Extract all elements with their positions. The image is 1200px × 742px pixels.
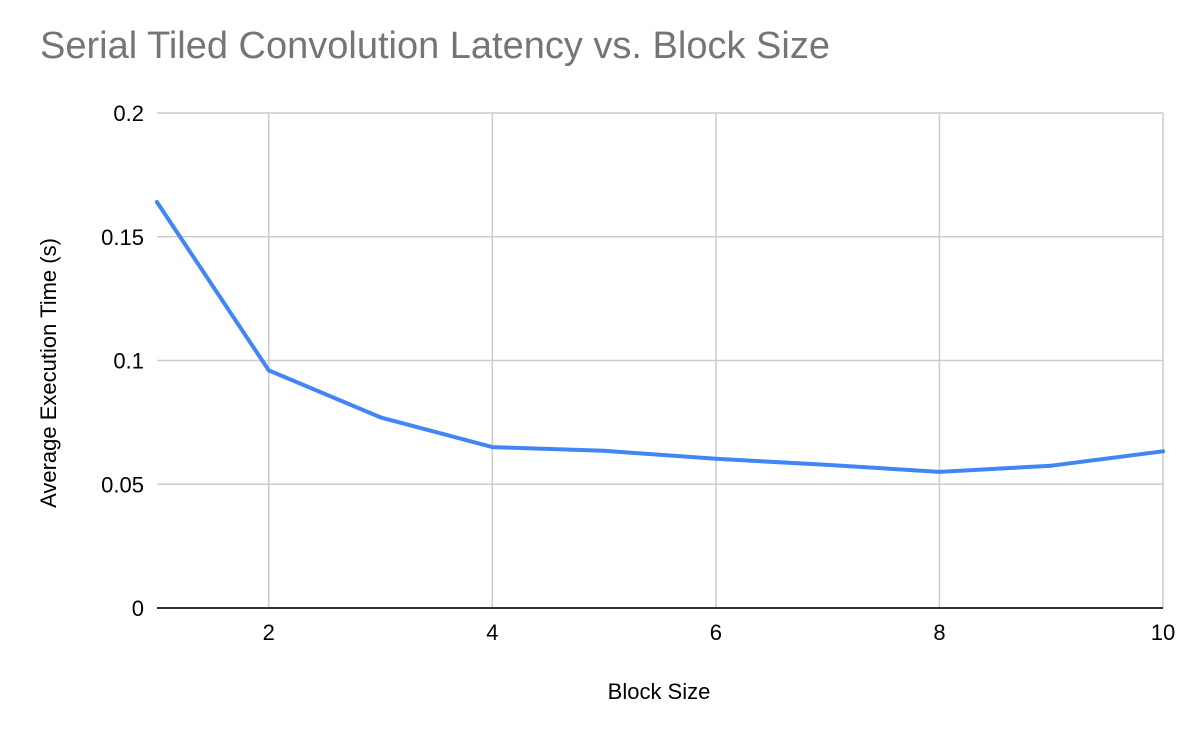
data-point [155, 200, 159, 205]
x-tick-label: 4 [486, 620, 498, 645]
gridlines [157, 112, 1164, 608]
data-point [378, 415, 383, 420]
x-tick-label: 6 [710, 620, 722, 645]
data-point [713, 456, 718, 461]
tick-labels: 0 0.05 0.1 0.15 0.2 2 4 6 8 10 [101, 101, 1175, 645]
data-point [1049, 463, 1054, 468]
series-line [155, 200, 1165, 474]
data-point [602, 448, 607, 453]
chart-title: Serial Tiled Convolution Latency vs. Blo… [40, 25, 830, 67]
x-axis-label: Block Size [608, 679, 711, 704]
data-point [825, 462, 830, 467]
y-tick-label: 0.15 [101, 225, 144, 250]
y-tick-label: 0.1 [113, 349, 144, 374]
data-point [266, 368, 271, 373]
x-tick-label: 10 [1151, 620, 1175, 645]
series-lines [155, 200, 1165, 474]
x-tick-label: 8 [933, 620, 945, 645]
y-tick-label: 0 [132, 596, 144, 621]
y-tick-label: 0.2 [113, 101, 144, 126]
data-point [937, 469, 942, 474]
y-axis-label: Average Execution Time (s) [36, 238, 61, 508]
y-tick-label: 0.05 [101, 472, 144, 497]
x-tick-label: 2 [263, 620, 275, 645]
data-point [490, 445, 495, 450]
data-point [1161, 449, 1165, 454]
